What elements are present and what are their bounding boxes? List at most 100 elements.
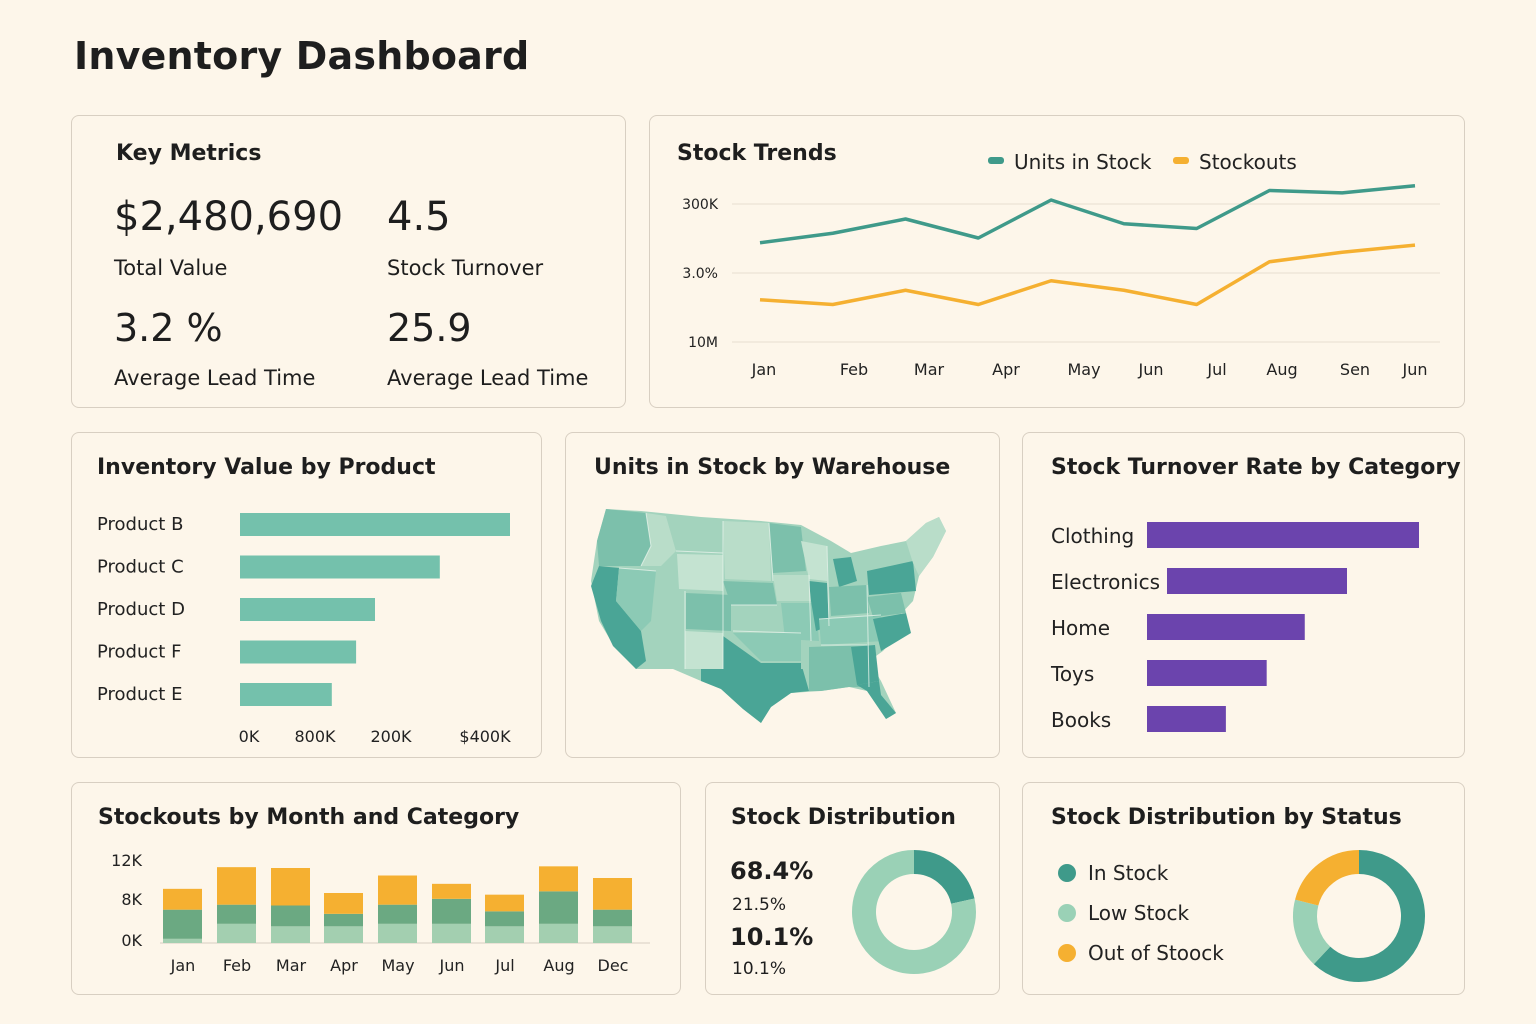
turnover-category-chart: Clothing Electronics Home Toys Books (1050, 522, 1419, 732)
status-legend-dot (1058, 864, 1076, 882)
stockouts-x-tick: Feb (223, 956, 251, 975)
stockouts-x-tick: Apr (330, 956, 358, 975)
stockouts-bar-segment (432, 898, 471, 924)
trend-x-tick: Jun (1402, 360, 1428, 379)
page-title: Inventory Dashboard (74, 34, 530, 78)
status-legend-label: In Stock (1088, 861, 1169, 885)
map-region-arizona (641, 623, 685, 669)
stock-trends-card: Stock Trends 300K 3.0% 10M Jan Feb Mar Apr May J… (649, 115, 1465, 408)
inv-bar (240, 513, 510, 536)
map-region-kansas (731, 607, 783, 631)
status-distribution-card: Stock Distribution by Status In Stock Low… (1022, 782, 1465, 995)
inv-category-label: Product C (97, 557, 184, 578)
map-region-minnesota (769, 523, 806, 573)
stockouts-bar-segment (217, 867, 256, 905)
inv-category-label: Product E (97, 684, 182, 705)
stockouts-bar-segment (163, 938, 202, 943)
dist-slice-1 (852, 850, 976, 974)
turnover-category-label: Home (1051, 616, 1110, 640)
map-region-georgia (851, 645, 879, 685)
stockouts-x-tick: Jul (494, 956, 514, 975)
dist-label-2: 21.5% (732, 895, 787, 915)
trend-legend-swatch (988, 157, 1004, 164)
map-region-new-mexico (685, 631, 723, 669)
inv-bar (240, 555, 440, 579)
stockouts-bar-segment (324, 913, 363, 927)
stock-distribution-card: Stock Distribution 68.4% 21.5% 10.1% 10.… (705, 782, 1000, 995)
stockouts-bar-segment (163, 888, 202, 910)
map-region-wyoming (677, 554, 723, 591)
stockouts-x-tick: Aug (543, 956, 574, 975)
stockouts-bar-segment (593, 909, 632, 927)
map-region-nebraska (723, 581, 777, 605)
status-legend-dot (1058, 904, 1076, 922)
stockouts-bar-segment (271, 926, 310, 943)
trend-legend-swatch (1173, 157, 1189, 164)
map-region-iowa (773, 575, 811, 601)
stockouts-bar-segment (485, 894, 524, 912)
turnover-category-label: Toys (1050, 662, 1094, 686)
stockouts-x-tick: Mar (276, 956, 307, 975)
turnover-category-label: Clothing (1051, 524, 1134, 548)
inventory-value-chart: Product B Product C Product D Product F Prod… (97, 513, 511, 746)
stockouts-bar-segment (378, 904, 417, 924)
map-region-pennsylvania-ny (867, 561, 916, 595)
status-legend-label: Out of Stoock (1088, 941, 1224, 965)
warehouse-map-title: Units in Stock by Warehouse (594, 455, 951, 480)
stockouts-bar-segment (217, 923, 256, 943)
map-region-west-coast (591, 566, 646, 669)
map-region-colorado (686, 593, 731, 631)
dist-label-1: 68.4% (730, 857, 814, 885)
trend-y-tick: 300K (682, 197, 719, 213)
inv-x-tick: 200K (370, 727, 412, 746)
turnover-category-card: Stock Turnover Rate by Category Clothing… (1022, 432, 1465, 758)
map-region-virginia (867, 593, 906, 617)
stockouts-bar-segment (539, 923, 578, 943)
stock-distribution-title: Stock Distribution (731, 805, 956, 830)
trend-x-tick: Jan (751, 360, 777, 379)
trend-legend-label: Stockouts (1199, 150, 1297, 174)
metric-lead-time-pct-label: Average Lead Time (114, 366, 316, 390)
inv-bar (240, 598, 375, 621)
stockouts-y-tick: 0K (121, 931, 142, 950)
inv-bar (240, 640, 357, 664)
turnover-category-label: Electronics (1051, 570, 1160, 594)
map-region-northwest (597, 509, 651, 566)
key-metrics-title: Key Metrics (116, 141, 262, 166)
map-region-montana (666, 516, 723, 553)
map-region-new-england (906, 517, 946, 576)
stockouts-bar-segment (324, 926, 363, 943)
stockouts-chart: 12K 8K 0K Jan Feb Mar Apr May Jun Jul Aug Dec (111, 851, 650, 975)
metric-stock-turnover-label: Stock Turnover (387, 256, 544, 280)
turnover-bar (1147, 706, 1226, 732)
inv-category-label: Product F (97, 642, 181, 663)
status-legend-dot (1058, 944, 1076, 962)
stock-distribution-donut (852, 850, 976, 974)
metric-lead-time-pct: 3.2 % (114, 306, 223, 350)
turnover-bar (1167, 568, 1347, 594)
status-legend-label: Low Stock (1088, 901, 1190, 925)
metric-stock-turnover: 4.5 (387, 194, 451, 240)
trend-x-tick: Jul (1206, 360, 1226, 379)
stockouts-bar-segment (271, 905, 310, 927)
inv-category-label: Product D (97, 599, 185, 620)
status-slice-1 (1293, 899, 1331, 965)
us-map (591, 509, 946, 723)
stockouts-x-tick: Jun (439, 956, 465, 975)
trend-x-tick: Feb (840, 360, 868, 379)
stockouts-card: Stockouts by Month and Category 12K 8K 0K J… (71, 782, 681, 995)
trend-line-units (759, 184, 1416, 245)
dist-label-4: 10.1% (732, 959, 787, 979)
trend-x-tick: Aug (1266, 360, 1297, 379)
map-region-indiana-ohio (829, 585, 869, 616)
stockouts-x-tick: Dec (598, 956, 629, 975)
trend-y-tick: 3.0% (682, 266, 718, 282)
turnover-bar (1147, 614, 1305, 640)
stockouts-bar-segment (593, 878, 632, 910)
map-region-nevada (616, 568, 656, 631)
inv-category-label: Product B (97, 514, 183, 535)
map-region-wisconsin (801, 541, 827, 581)
metric-lead-time: 25.9 (387, 306, 472, 350)
stockouts-bar-segment (217, 904, 256, 924)
status-distribution-title: Stock Distribution by Status (1051, 805, 1402, 830)
